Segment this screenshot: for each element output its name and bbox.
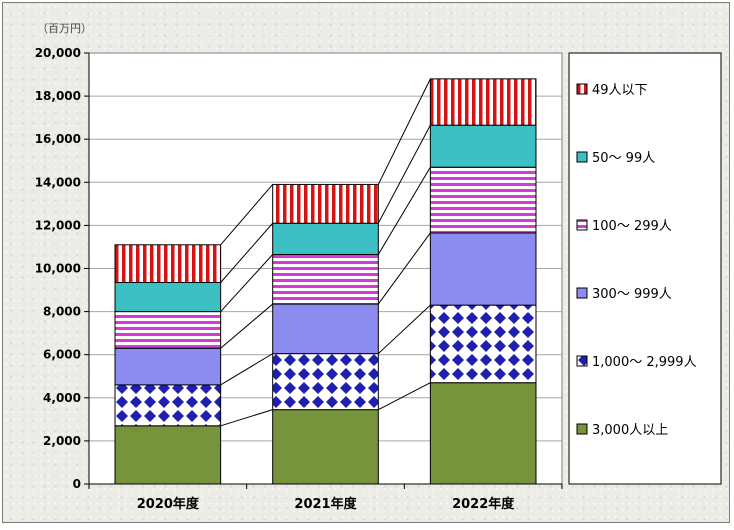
bar-segment — [114, 282, 222, 313]
bar-segment — [272, 303, 379, 355]
bar-segment — [114, 425, 222, 485]
series-line — [220, 254, 274, 312]
bar-segment — [114, 384, 222, 427]
series-line — [377, 304, 431, 354]
legend-swatch — [576, 287, 588, 299]
x-category-label: 2020年度 — [137, 496, 200, 512]
legend-label: 1,000～ 2,999人 — [592, 355, 697, 370]
x-category-label: 2022年度 — [452, 496, 515, 512]
y-tick-label: 4,000 — [43, 391, 81, 405]
y-tick-label: 2,000 — [43, 434, 81, 448]
legend-swatch — [576, 423, 588, 435]
legend-label: 100～ 299人 — [592, 219, 672, 234]
y-tick-label: 18,000 — [35, 89, 81, 103]
series-line — [377, 124, 431, 224]
bar-segment — [429, 382, 537, 485]
y-tick-label: 10,000 — [35, 262, 81, 276]
legend-box — [568, 52, 722, 485]
legend-label: 50～ 99人 — [592, 151, 655, 166]
x-category-label: 2021年度 — [294, 496, 357, 512]
series-line — [220, 409, 273, 427]
legend-label: 300～ 999人 — [592, 287, 672, 302]
y-tick-label: 0 — [73, 477, 81, 491]
y-tick-label: 20,000 — [35, 46, 81, 60]
bar-segment — [429, 124, 537, 168]
y-tick-label: 12,000 — [35, 218, 81, 232]
y-tick-label: 14,000 — [35, 175, 81, 189]
y-tick-label: 8,000 — [43, 305, 81, 319]
series-line — [377, 166, 431, 255]
bar-segment — [429, 166, 537, 234]
bar-segment — [272, 353, 379, 411]
legend-swatch — [576, 219, 588, 231]
y-tick-label: 16,000 — [35, 132, 81, 146]
bar-segment — [114, 311, 222, 349]
series-line — [377, 232, 431, 305]
y-unit-label: （百万円） — [37, 22, 92, 35]
bar-segment — [272, 183, 379, 224]
series-line — [377, 78, 431, 185]
bar-segment — [272, 253, 379, 305]
legend-label: 49人以下 — [592, 83, 648, 98]
bar-segment — [429, 232, 537, 306]
stacked-bar-chart: （百万円） 0 2,000 4,000 6,000 8,000 10,000 12,000 1… — [35, 22, 722, 512]
bar-segment — [114, 244, 222, 284]
y-tick-label: 6,000 — [43, 348, 81, 362]
legend-swatch — [576, 83, 588, 95]
chart-frame: （百万円） 0 2,000 4,000 6,000 8,000 10,000 12,000 1… — [2, 2, 730, 523]
legend-swatch — [576, 355, 588, 367]
legend-label: 3,000人以上 — [592, 423, 668, 438]
series-line — [378, 382, 431, 411]
bar-segment — [272, 222, 379, 255]
bar-segment — [429, 78, 537, 126]
legend-swatch — [576, 151, 588, 163]
bar-segment — [429, 304, 537, 384]
bar-segment — [272, 409, 379, 485]
series-line — [220, 353, 273, 386]
series-line — [220, 184, 274, 246]
bar-segment — [114, 347, 222, 386]
series-line — [220, 222, 274, 283]
series-line — [220, 303, 274, 349]
